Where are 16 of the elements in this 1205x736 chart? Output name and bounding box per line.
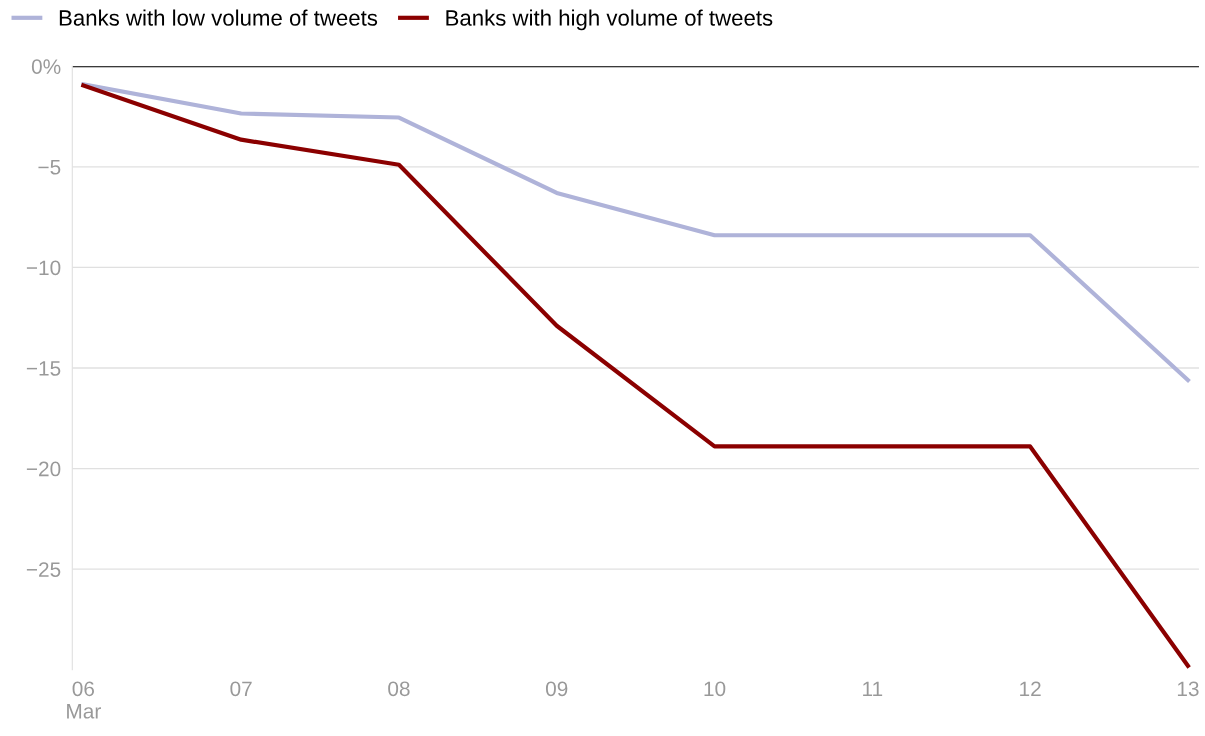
x-tick-label: 13 [1177,681,1199,697]
x-tick-label: 11 [863,681,883,696]
legend-label: Banks with high volume of tweets [446,9,773,31]
x-tick-label: 06 Mar [67,681,101,719]
x-tick-label: 08 [388,681,410,697]
y-tick-label: 0% [31,59,61,74]
y-tick-label: −15 [26,361,61,376]
y-tick-label: −10 [26,260,61,276]
y-tick-label: −20 [26,461,61,477]
y-tick-label: −25 [26,562,61,577]
x-tick-label: 12 [1020,681,1041,696]
y-tick-label: −5 [38,160,61,175]
legend-label: Banks with low volume of tweets [59,9,378,26]
x-tick-label: 10 [704,681,726,697]
x-tick-label: 09 [545,681,568,697]
x-tick-label: 07 [230,681,252,697]
